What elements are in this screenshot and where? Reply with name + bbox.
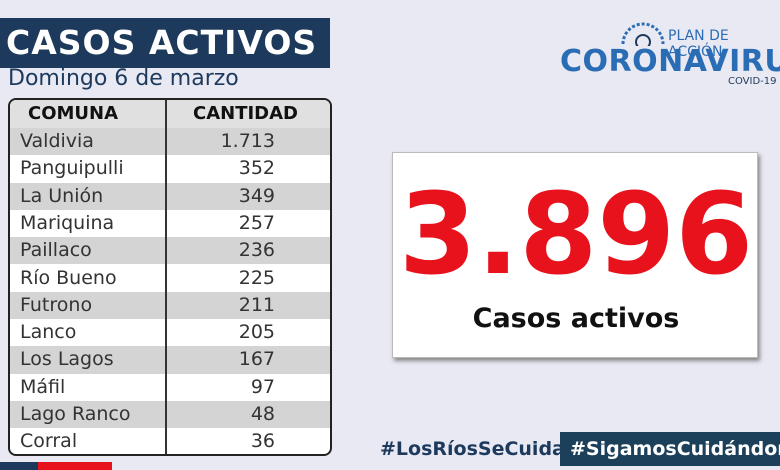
column-divider [165, 100, 167, 454]
cell-count: 167 [238, 348, 275, 371]
cell-name: Los Lagos [20, 348, 114, 371]
decor-bar [38, 462, 112, 470]
cell-count: 36 [250, 430, 275, 453]
cell-count: 205 [238, 321, 275, 344]
cell-name: Corral [20, 430, 78, 453]
table-row: La Unión 349 [10, 182, 330, 210]
cell-count: 225 [238, 266, 275, 289]
cell-name: Mariquina [20, 211, 115, 234]
cell-name: Panguipulli [20, 157, 124, 180]
table: COMUNA CANTIDAD Valdivia 1.713 Panguipulli 35… [8, 98, 332, 456]
decor-bar [0, 462, 38, 470]
table-row: Lago Ranco 48 [10, 401, 330, 429]
logo-text: COVID-19 [728, 76, 777, 87]
total-value: 3.896 [398, 170, 754, 300]
logo-icon [621, 22, 665, 46]
cell-name: Lanco [20, 321, 77, 344]
column-header: COMUNA [28, 103, 119, 124]
cell-name: Río Bueno [20, 266, 117, 289]
table-row: Mariquina 257 [10, 210, 330, 237]
column-header: CANTIDAD [193, 103, 298, 124]
cell-count: 1.713 [220, 130, 275, 152]
hashtag: #SigamosCuidándonos [570, 438, 780, 460]
table-row: Los Lagos 167 [10, 346, 330, 374]
cell-name: Paillaco [20, 239, 92, 262]
cell-count: 236 [238, 239, 275, 262]
table-row: Panguipulli 352 [10, 155, 330, 182]
cell-name: Futrono [20, 293, 93, 316]
cell-count: 257 [238, 211, 275, 234]
table-row: Río Bueno 225 [10, 265, 330, 292]
title: CASOS ACTIVOS [0, 18, 330, 68]
cell-count: 97 [250, 375, 275, 398]
table-row: Futrono 211 [10, 291, 330, 320]
logo-text: PLAN DE ACCIÓN [668, 28, 729, 60]
total-box: 3.896 Casos activos [392, 152, 758, 358]
header-row: COMUNA CANTIDAD [10, 100, 330, 128]
table-row: Lanco 205 [10, 319, 330, 346]
table-row: Máfil 97 [10, 374, 330, 401]
table-row: Paillaco 236 [10, 237, 330, 265]
hashtag-box: #SigamosCuidándonos [560, 432, 780, 466]
cell-count: 48 [250, 403, 275, 425]
cell-name: Máfil [20, 375, 66, 398]
subtitle: Domingo 6 de marzo [8, 66, 239, 91]
table-row: Corral 36 [10, 428, 330, 454]
cell-name: Lago Ranco [20, 403, 131, 425]
total-label: Casos activos [472, 303, 680, 334]
cell-count: 352 [238, 157, 275, 180]
cell-count: 211 [238, 293, 275, 316]
cell-count: 349 [238, 184, 275, 207]
cell-name: Valdivia [20, 130, 94, 152]
table-row: Valdivia 1.713 [10, 128, 330, 156]
logo-text: CORONAVIRUS [560, 44, 780, 79]
hashtag: #LosRíosSeCuida [380, 438, 565, 460]
cell-name: La Unión [20, 184, 104, 207]
